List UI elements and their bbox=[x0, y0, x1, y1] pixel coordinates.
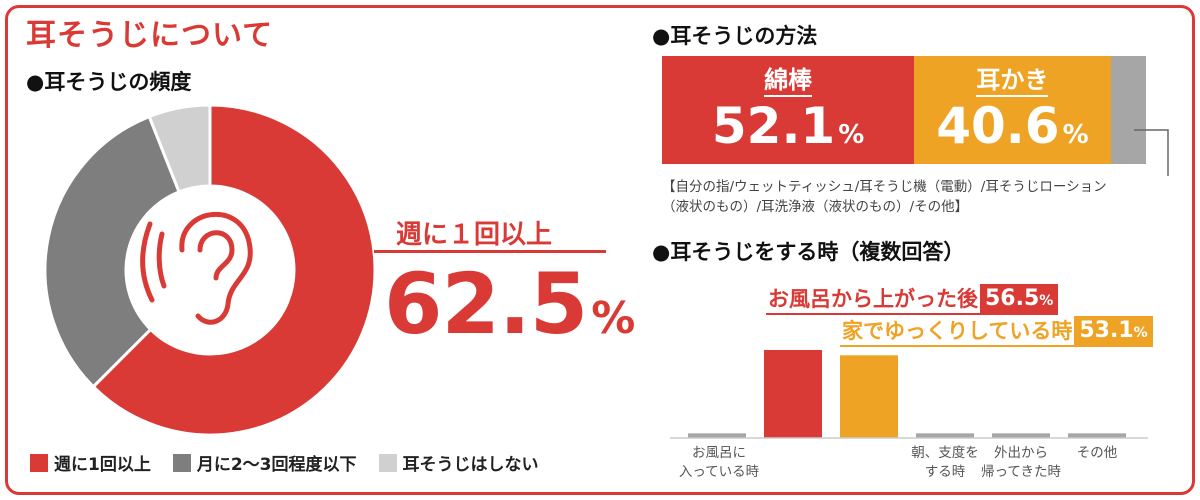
legend-swatch bbox=[172, 453, 191, 472]
x-label-other: その他 bbox=[1076, 445, 1118, 461]
x-label-returning-home: 外出から 帰ってきた時 bbox=[981, 445, 1061, 480]
legend-label: 週に1回以上 bbox=[54, 455, 151, 475]
legend-swatch bbox=[378, 453, 397, 472]
timing-bar-4 bbox=[992, 433, 1050, 438]
timing-bar-5 bbox=[1068, 433, 1126, 438]
other-connector-line bbox=[1134, 129, 1169, 176]
weekly-highlight-label: 週に１回以上 bbox=[396, 220, 553, 250]
frequency-title: ●耳そうじの頻度 bbox=[26, 70, 192, 94]
method-stacked-bar: 綿棒 52.1% 耳かき 40.6% bbox=[662, 56, 1146, 164]
legend-swatch bbox=[30, 453, 48, 472]
legend-item-monthly: 月に2〜3回程度以下 bbox=[172, 450, 357, 475]
method-segment-ear-pick: 耳かき 40.6% bbox=[914, 56, 1111, 164]
timing-bar-0 bbox=[688, 433, 746, 438]
callout-text: お風呂から上がった後 bbox=[766, 286, 980, 315]
segment-label: 耳かき bbox=[976, 66, 1049, 97]
legend-item-weekly: 週に1回以上 bbox=[30, 450, 151, 475]
timing-title: ●耳そうじをする時（複数回答） bbox=[652, 240, 965, 264]
timing-bar-1 bbox=[764, 350, 822, 438]
callout-text: 家でゆっくりしている時 bbox=[840, 318, 1075, 347]
donut-slice-never bbox=[147, 103, 212, 194]
segment-value: 40.6% bbox=[936, 96, 1089, 155]
frequency-legend: 週に1回以上 月に2〜3回程度以下 耳そうじはしない bbox=[30, 450, 539, 475]
legend-item-never: 耳そうじはしない bbox=[378, 450, 539, 475]
segment-label: 綿棒 bbox=[764, 66, 813, 97]
timing-bar-chart bbox=[670, 350, 1148, 439]
legend-label: 耳そうじはしない bbox=[402, 455, 539, 475]
donut-slice-monthly bbox=[43, 114, 182, 389]
callout-after-bath: お風呂から上がった後 56.5% bbox=[766, 284, 1059, 315]
weekly-highlight-value: 62.5% bbox=[384, 255, 635, 353]
legend-label: 月に2〜3回程度以下 bbox=[196, 455, 357, 475]
x-label-in-bath: お風呂に 入っている時 bbox=[678, 445, 760, 480]
card-frame bbox=[5, 5, 1195, 495]
callout-relaxing-at-home: 家でゆっくりしている時 53.1% bbox=[840, 316, 1153, 347]
callout-value: 56.5% bbox=[980, 284, 1059, 315]
method-segment-other bbox=[1110, 56, 1146, 164]
timing-bar-3 bbox=[916, 433, 974, 438]
method-title: ●耳そうじの方法 bbox=[652, 24, 818, 48]
timing-bar-2 bbox=[840, 355, 898, 438]
page-title: 耳そうじについて bbox=[26, 18, 274, 53]
segment-value: 52.1% bbox=[711, 96, 865, 155]
highlight-underline bbox=[374, 250, 606, 253]
method-segment-cotton-swab: 綿棒 52.1% bbox=[662, 56, 915, 164]
ear-icon bbox=[140, 211, 253, 325]
donut-slice-weekly bbox=[91, 103, 377, 437]
frequency-donut-chart bbox=[43, 103, 377, 437]
x-label-getting-ready: 朝、支度を する時 bbox=[911, 445, 979, 480]
method-other-note: 【自分の指/ウェットティッシュ/耳そうじ機（電動）/耳そうじローション （液状の… bbox=[662, 179, 1107, 215]
callout-value: 53.1% bbox=[1074, 316, 1153, 347]
